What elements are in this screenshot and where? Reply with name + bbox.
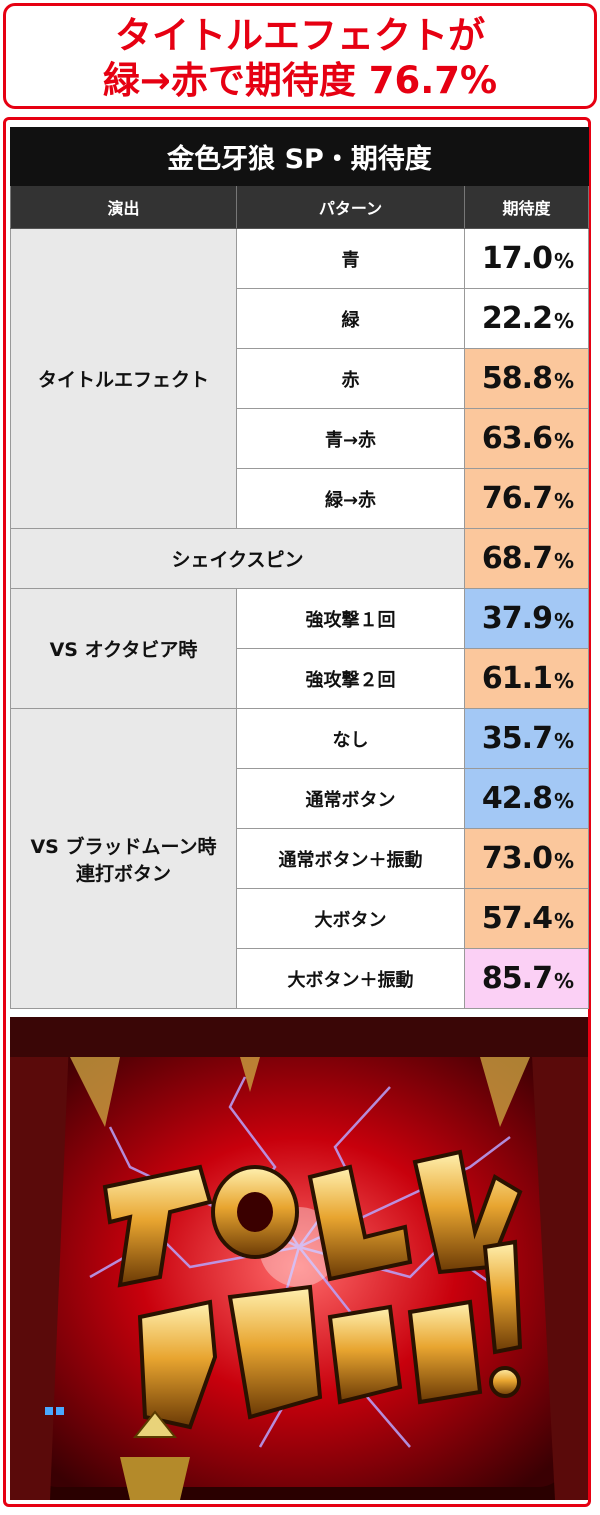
table-row: シェイクスピン 68.7% [10,528,589,589]
value-number: 76.7 [481,481,553,516]
table-row: 緑 22.2% [11,288,589,349]
value-cell: 63.6% [464,408,589,469]
pattern-cell: 通常ボタン [236,768,465,829]
percent-sign: % [553,669,574,693]
effect-shake-spin: シェイクスピン [10,528,465,589]
pattern-cell: 緑→赤 [236,468,465,529]
headline-line-2: 緑→赤で期待度 76.7% [102,59,498,102]
pattern-cell: 強攻撃２回 [236,648,465,709]
effect-vs-octavia: VS オクタビア時 [10,588,237,709]
pattern-cell: 青→赤 [236,408,465,469]
game-screen-image [10,1017,588,1500]
table-row: VS オクタビア時 強攻撃１回 37.9% [10,588,589,709]
value-cell: 58.8% [464,348,589,409]
value-number: 37.9 [481,601,553,636]
pattern-cell: 青 [236,228,465,289]
pattern-cell: 緑 [236,288,465,349]
value-number: 85.7 [481,961,553,996]
value-number: 63.6 [481,421,553,456]
ornament [70,1057,530,1127]
value-cell: 76.7% [464,468,589,529]
percent-sign: % [553,969,574,993]
table-row: 赤 58.8% [11,348,589,409]
header-expectation: 期待度 [464,185,589,229]
value-cell: 68.7% [464,528,589,589]
value-number: 68.7 [481,541,553,576]
game-screen-art [10,1017,588,1500]
effect-line-1: VS ブラッドムーン時 [30,835,217,858]
value-number: 58.8 [481,361,553,396]
indicator-light [56,1407,64,1415]
value-number: 35.7 [481,721,553,756]
value-cell: 42.8% [464,768,589,829]
headline-box: タイトルエフェクトが 緑→赤で期待度 76.7% [3,3,597,109]
header-effect: 演出 [10,185,237,229]
percent-sign: % [553,309,574,333]
pattern-cell: 大ボタン [236,888,465,949]
percent-sign: % [553,849,574,873]
pattern-cell: なし [236,708,465,769]
effect-line-2: 連打ボタン [75,862,171,885]
percent-sign: % [553,549,574,573]
value-cell: 85.7% [464,948,589,1009]
top-frame [10,1017,588,1057]
value-cell: 73.0% [464,828,589,889]
pattern-cell: 通常ボタン＋振動 [236,828,465,889]
percent-sign: % [553,909,574,933]
indicator-light [45,1407,53,1415]
percent-sign: % [553,369,574,393]
value-cell: 37.9% [464,588,589,649]
percent-sign: % [553,489,574,513]
value-number: 73.0 [481,841,553,876]
value-number: 57.4 [481,901,553,936]
value-number: 22.2 [481,301,553,336]
header-pattern: パターン [236,185,465,229]
value-number: 17.0 [481,241,553,276]
effect-title-effect: タイトルエフェクト [10,228,237,529]
pattern-cell: 赤 [236,348,465,409]
table-row: 緑→赤 76.7% [11,468,589,529]
value-number: 61.1 [481,661,553,696]
gold-lettering-graphic [102,1149,523,1430]
table-row: 大ボタン＋振動 85.7% [11,948,589,1009]
letter-hole [237,1192,273,1232]
table-row: 青→赤 63.6% [11,408,589,469]
percent-sign: % [553,249,574,273]
table-row: VS ブラッドムーン時 連打ボタン なし 35.7% [10,708,589,1009]
value-cell: 22.2% [464,288,589,349]
table-row: 通常ボタン 42.8% [11,768,589,829]
percent-sign: % [553,609,574,633]
value-cell: 35.7% [464,708,589,769]
table-row: 通常ボタン＋振動 73.0% [11,828,589,889]
pattern-cell: 大ボタン＋振動 [236,948,465,1009]
table-row: 大ボタン 57.4% [11,888,589,949]
percent-sign: % [553,429,574,453]
value-cell: 57.4% [464,888,589,949]
percent-sign: % [553,729,574,753]
table-title: 金色牙狼 SP・期待度 [10,127,589,186]
right-frame [530,1017,588,1500]
left-frame [10,1017,70,1500]
pattern-cell: 強攻撃１回 [236,588,465,649]
triangle-emblem-icon [132,1410,178,1438]
table-row: タイトルエフェクト 青 17.0% [10,228,589,529]
value-cell: 17.0% [464,228,589,289]
headline-line-1: タイトルエフェクトが [115,14,485,57]
emblem-base [120,1457,190,1500]
value-cell: 61.1% [464,648,589,709]
value-number: 42.8 [481,781,553,816]
expectation-table: 金色牙狼 SP・期待度 演出 パターン 期待度 タイトルエフェクト 青 17.0… [10,127,589,1009]
effect-vs-blood-moon: VS ブラッドムーン時 連打ボタン [10,708,237,1009]
percent-sign: % [553,789,574,813]
table-row: 強攻撃２回 61.1% [11,648,589,709]
